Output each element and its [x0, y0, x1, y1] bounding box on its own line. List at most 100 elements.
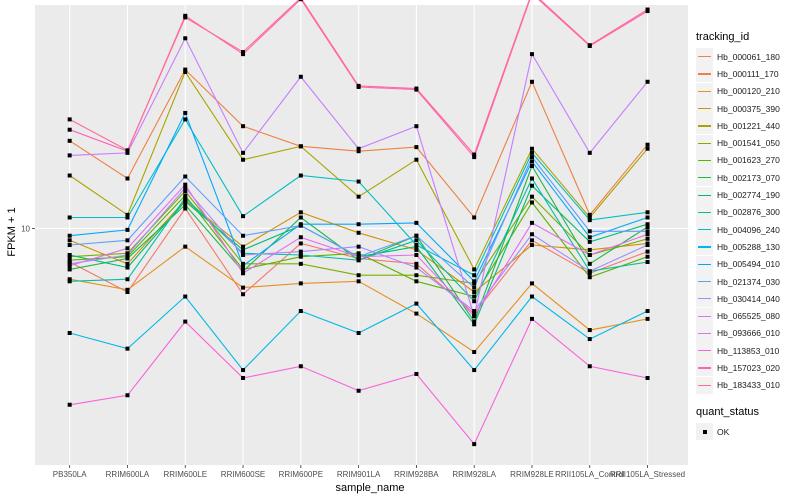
legend-label: Hb_021374_030 [717, 276, 780, 287]
data-point [529, 164, 534, 169]
legend-item[interactable]: Hb_005494_010 [696, 255, 800, 273]
data-point [298, 210, 303, 215]
legend-item[interactable]: Hb_002876_300 [696, 203, 800, 221]
legend-label: Hb_002774_190 [717, 190, 780, 201]
data-point [298, 364, 303, 369]
x-tick-label: RRIM928LA [452, 470, 496, 479]
legend-item[interactable]: Hb_001623_270 [696, 151, 800, 169]
x-tick-label: RRIM600PE [279, 470, 323, 479]
data-point [645, 222, 650, 227]
legend-item[interactable]: Hb_001221_440 [696, 117, 800, 135]
legend-item[interactable]: Hb_000120_210 [696, 82, 800, 100]
legend-item[interactable]: Hb_005288_130 [696, 238, 800, 256]
data-point [356, 254, 361, 259]
data-point [356, 179, 361, 184]
legend-item[interactable]: Hb_021374_030 [696, 273, 800, 290]
x-tick-label: PB350LA [53, 470, 87, 479]
data-point [241, 292, 246, 297]
line-swatch-icon [696, 376, 713, 394]
x-tick-label: RRII105LA_Stressed [610, 470, 685, 479]
legend-item[interactable]: Hb_002774_190 [696, 186, 800, 204]
data-point [529, 200, 534, 205]
data-point [67, 279, 72, 284]
data-point [241, 252, 246, 257]
data-point [183, 319, 188, 324]
data-point [241, 285, 246, 290]
line-swatch-icon [696, 186, 713, 204]
x-axis-title: sample_name [335, 482, 405, 494]
data-point [298, 0, 303, 2]
data-point [67, 267, 72, 272]
data-point [414, 371, 419, 376]
data-point [472, 273, 477, 278]
legend-item[interactable]: Hb_000061_180 [696, 48, 800, 66]
data-point [183, 199, 188, 204]
legend-label: Hb_004096_240 [717, 224, 780, 235]
x-tick-label: RRIM901LA [337, 470, 381, 479]
legend-label: Hb_000120_210 [717, 86, 780, 97]
data-point [125, 176, 130, 181]
legend-label: Hb_183433_010 [717, 380, 780, 391]
data-point [529, 294, 534, 299]
data-point [298, 309, 303, 314]
data-point [587, 43, 592, 48]
data-point [587, 150, 592, 155]
data-point [183, 67, 188, 72]
data-point [356, 258, 361, 263]
data-point [587, 235, 592, 240]
data-point [241, 150, 246, 155]
data-point [587, 275, 592, 280]
data-point [183, 117, 188, 122]
x-tick-label: RRIM928BA [394, 470, 439, 479]
legend-item[interactable]: Hb_001541_050 [696, 134, 800, 152]
data-point [529, 220, 534, 225]
data-point [414, 247, 419, 252]
data-point [529, 281, 534, 286]
data-point [67, 127, 72, 132]
line-swatch-icon [696, 290, 713, 308]
legend-item-ok[interactable]: OK [696, 423, 759, 441]
data-point [356, 194, 361, 199]
legend-label: Hb_065525_080 [717, 311, 780, 322]
data-point [356, 279, 361, 284]
data-point [298, 215, 303, 220]
legend-item[interactable]: Hb_000375_390 [696, 100, 800, 118]
legend-item[interactable]: Hb_000111_170 [696, 65, 800, 83]
legend-item[interactable]: Hb_030414_040 [696, 290, 800, 308]
legend-items: Hb_000061_180 Hb_000111_170 Hb_000120_210 H… [696, 48, 800, 394]
legend-item[interactable]: Hb_157023_020 [696, 359, 800, 377]
data-point [529, 243, 534, 248]
data-point [472, 368, 477, 373]
legend-item[interactable]: Hb_004096_240 [696, 221, 800, 239]
legend-item[interactable]: Hb_093666_010 [696, 324, 800, 342]
legend-item[interactable]: Hb_113853_010 [696, 342, 800, 360]
data-point [587, 239, 592, 244]
line-swatch-icon [696, 203, 713, 221]
data-point [183, 185, 188, 190]
data-point [67, 138, 72, 143]
data-point [241, 244, 246, 249]
data-point [472, 267, 477, 272]
line-swatch-icon [696, 238, 713, 256]
data-point [298, 252, 303, 257]
data-point [414, 265, 419, 270]
data-point [241, 247, 246, 252]
data-point [241, 263, 246, 268]
data-point [587, 261, 592, 266]
data-point [183, 193, 188, 198]
y-axis-title: FPKM + 1 [6, 207, 18, 257]
legend-label: Hb_005494_010 [717, 259, 780, 270]
data-point [587, 252, 592, 257]
data-point [414, 86, 419, 91]
legend-label: Hb_000061_180 [717, 51, 780, 62]
x-tick-label: RRIM600LA [106, 470, 150, 479]
data-point [587, 337, 592, 342]
data-point [587, 218, 592, 223]
data-point [298, 241, 303, 246]
legend-item[interactable]: Hb_065525_080 [696, 307, 800, 325]
data-point [587, 364, 592, 369]
legend-item[interactable]: Hb_002173_070 [696, 169, 800, 187]
legend-item[interactable]: Hb_183433_010 [696, 376, 800, 394]
data-point [472, 309, 477, 314]
line-swatch-icon [696, 324, 713, 342]
